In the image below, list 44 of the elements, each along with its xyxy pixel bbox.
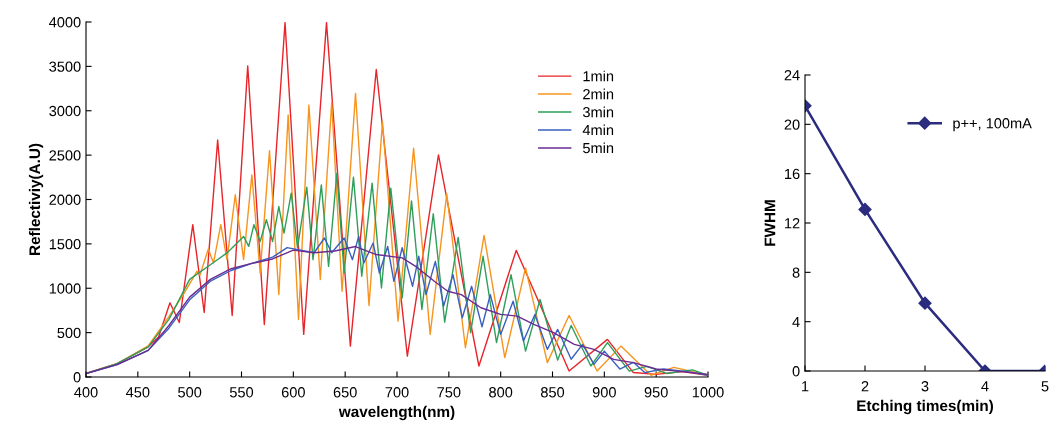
y-tick-label: 0 bbox=[73, 372, 81, 383]
x-tick-label: 700 bbox=[385, 387, 409, 398]
y-tick-label: 3000 bbox=[49, 105, 81, 117]
y-tick-label: 8 bbox=[792, 267, 800, 278]
x-tick-label: 4 bbox=[981, 381, 989, 392]
y-tick-label: 24 bbox=[784, 70, 800, 81]
y-tick-label: 3500 bbox=[49, 61, 81, 72]
x-axis-title: Etching times(min) bbox=[857, 399, 993, 415]
y-tick-label: 4000 bbox=[49, 17, 81, 28]
y-tick-label: 2000 bbox=[49, 194, 81, 205]
x-tick-label: 450 bbox=[126, 387, 150, 398]
x-tick-label: 3 bbox=[921, 381, 929, 392]
legend-label: 2min bbox=[583, 88, 614, 100]
x-tick-label: 900 bbox=[592, 387, 616, 398]
x-tick-label: 650 bbox=[333, 387, 357, 398]
y-tick-label: 500 bbox=[57, 327, 81, 339]
x-tick-label: 600 bbox=[281, 387, 305, 398]
y-tick-label: 20 bbox=[784, 119, 800, 130]
x-tick-label: 850 bbox=[540, 387, 565, 398]
y-tick-label: 1500 bbox=[49, 238, 81, 250]
legend-label: 1min bbox=[583, 70, 614, 82]
legend-label: 3min bbox=[582, 106, 614, 118]
x-tick-label: 1 bbox=[802, 381, 809, 392]
y-tick-label: 1000 bbox=[49, 283, 81, 294]
x-tick-label: 400 bbox=[74, 387, 98, 398]
x-tick-label: 550 bbox=[229, 387, 254, 398]
y-tick-label: 0 bbox=[792, 366, 800, 377]
x-tick-label: 800 bbox=[489, 387, 513, 398]
y-tick-label: 12 bbox=[785, 218, 800, 229]
legend-label: 5min bbox=[582, 142, 614, 154]
x-tick-label: 2 bbox=[861, 381, 869, 392]
y-axis-title: Reflectiviy(A.U) bbox=[28, 143, 44, 255]
legend-label: 4min bbox=[582, 124, 614, 136]
x-tick-label: 5 bbox=[1041, 381, 1049, 392]
x-tick-label: 950 bbox=[644, 387, 668, 398]
y-axis-title: FWHM bbox=[764, 200, 776, 246]
x-tick-label: 500 bbox=[178, 387, 202, 398]
legend-label: p++, 100mA bbox=[953, 118, 1032, 132]
x-tick-label: 750 bbox=[437, 387, 461, 398]
x-axis-title: wavelength(nm) bbox=[338, 405, 455, 421]
y-tick-label: 16 bbox=[785, 168, 800, 180]
x-tick-label: 1000 bbox=[692, 387, 724, 398]
y-tick-label: 2500 bbox=[49, 150, 81, 161]
y-tick-label: 4 bbox=[792, 316, 800, 327]
